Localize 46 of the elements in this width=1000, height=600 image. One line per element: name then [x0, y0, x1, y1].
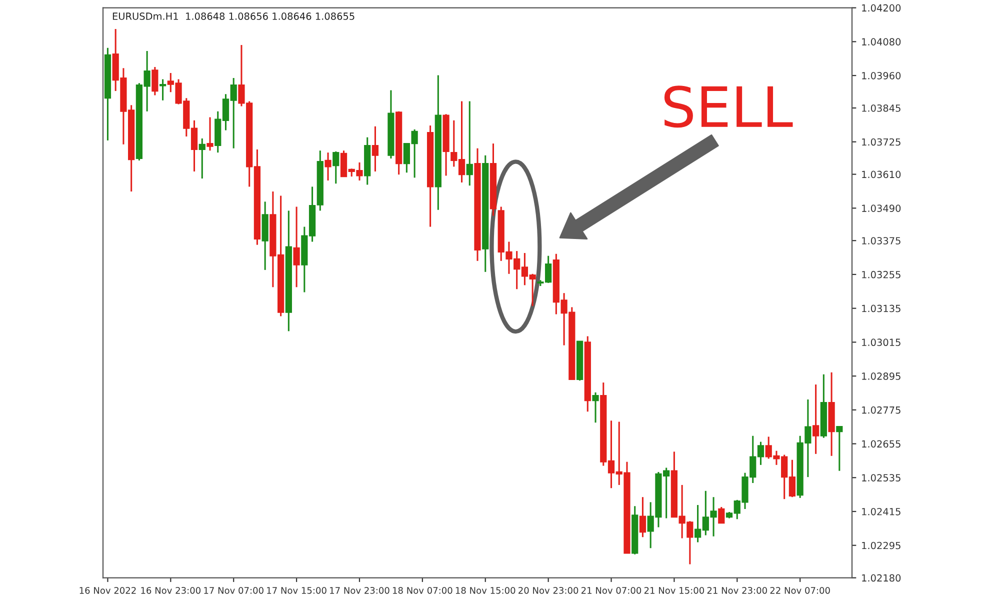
y-tick-label: 1.02180 — [862, 574, 901, 582]
candlestick — [718, 506, 725, 524]
y-tick-label: 1.03490 — [862, 204, 901, 212]
x-tick-label: 20 Nov 23:00 — [518, 586, 578, 594]
x-tick-label: 17 Nov 07:00 — [204, 586, 264, 594]
candlestick — [152, 66, 158, 96]
candlestick — [206, 116, 214, 152]
y-tick-label: 1.03255 — [862, 270, 900, 278]
y-tick-label: 1.03960 — [862, 72, 901, 80]
y-tick-label: 1.02775 — [862, 406, 900, 414]
x-tick-label: 22 Nov 07:00 — [770, 586, 830, 594]
x-tick-label: 16 Nov 23:00 — [141, 586, 200, 594]
y-tick-label: 1.03015 — [862, 338, 900, 346]
x-tick-label: 16 Nov 2022 — [80, 586, 136, 594]
x-tick-label: 21 Nov 07:00 — [581, 586, 642, 594]
candlestick — [836, 426, 843, 472]
candlestick — [592, 392, 599, 424]
x-tick-label: 17 Nov 15:00 — [267, 586, 326, 594]
x-tick-label: 18 Nov 15:00 — [456, 586, 516, 594]
annotation: SELL — [664, 86, 793, 128]
candlestick — [639, 496, 646, 538]
candlestick — [332, 150, 340, 184]
x-tick-label: 18 Nov 07:00 — [392, 586, 452, 594]
y-tick-label: 1.04080 — [862, 38, 901, 46]
y-tick-label: 1.03610 — [862, 170, 901, 178]
y-tick-label: 1.03845 — [862, 104, 900, 112]
candlestick — [812, 384, 820, 455]
y-tick-label: 1.03135 — [862, 304, 900, 312]
y-tick-label: 1.02415 — [862, 508, 900, 516]
candlestick — [372, 126, 379, 172]
chart-title: EURUSDm.H1 1.08648 1.08656 1.08646 1.08655 — [112, 12, 354, 20]
candlestick — [466, 100, 473, 186]
candlestick — [198, 138, 206, 180]
y-tick-label: 1.02535 — [862, 474, 900, 482]
x-tick-label: 17 Nov 23:00 — [330, 586, 390, 594]
x-tick-label: 21 Nov 23:00 — [707, 586, 767, 594]
y-tick-label: 1.02295 — [862, 542, 900, 550]
x-tick-label: 21 Nov 15:00 — [644, 586, 704, 594]
y-tick-label: 1.02655 — [862, 440, 900, 448]
candlestick — [293, 206, 300, 288]
candlestick — [159, 78, 166, 102]
y-tick-label: 1.02895 — [862, 372, 900, 380]
y-tick-label: 1.03375 — [862, 237, 900, 244]
y-tick-label: 1.03725 — [862, 138, 900, 146]
y-tick-label: 1.04200 — [862, 4, 901, 12]
candlestick — [324, 152, 332, 182]
